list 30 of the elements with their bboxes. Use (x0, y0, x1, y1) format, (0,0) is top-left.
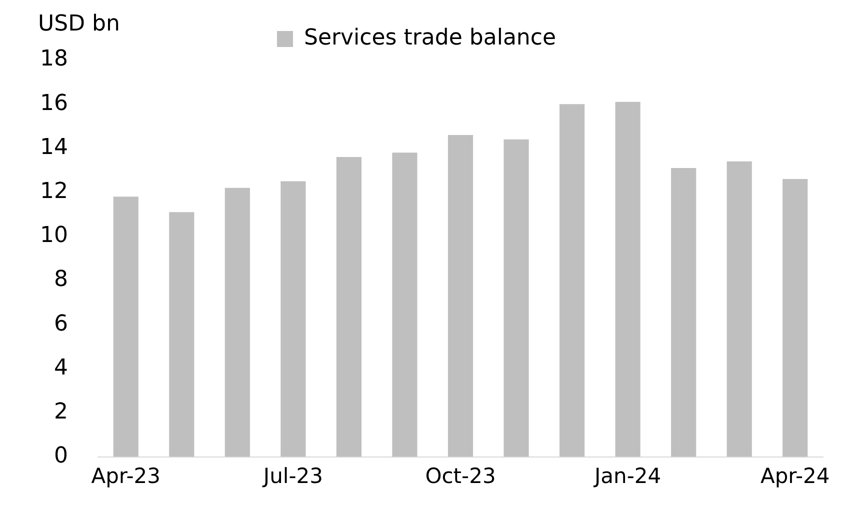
bar (448, 134, 474, 457)
bar (726, 161, 752, 457)
bar (224, 188, 250, 457)
y-tick-label: 8 (54, 267, 68, 292)
y-tick-label: 10 (40, 223, 68, 248)
x-tick-label: Jan-24 (592, 464, 662, 488)
y-axis-title: USD bn (38, 12, 120, 37)
bar (336, 156, 362, 457)
x-tick-label: Oct-23 (425, 464, 496, 488)
y-tick-label: 6 (54, 311, 68, 336)
x-tick-label: Apr-23 (91, 464, 161, 488)
bar (113, 196, 138, 457)
legend-label: Services trade balance (304, 26, 556, 51)
bar (392, 152, 418, 457)
y-tick-label: 14 (40, 134, 68, 160)
bar (280, 181, 306, 457)
y-tick-label: 12 (40, 178, 68, 204)
y-tick-label: 16 (40, 90, 68, 116)
x-tick-label: Jul-23 (261, 464, 324, 488)
bar (169, 212, 194, 457)
y-tick-label: 0 (54, 444, 68, 469)
x-tick-label: Apr-24 (760, 464, 830, 488)
y-tick-label: 2 (54, 399, 68, 424)
bar (559, 104, 585, 457)
bar (615, 102, 640, 457)
bar (671, 168, 696, 457)
y-tick-label: 18 (40, 46, 68, 72)
bar (504, 139, 529, 457)
y-tick-label: 4 (54, 355, 68, 380)
bar (782, 179, 808, 457)
